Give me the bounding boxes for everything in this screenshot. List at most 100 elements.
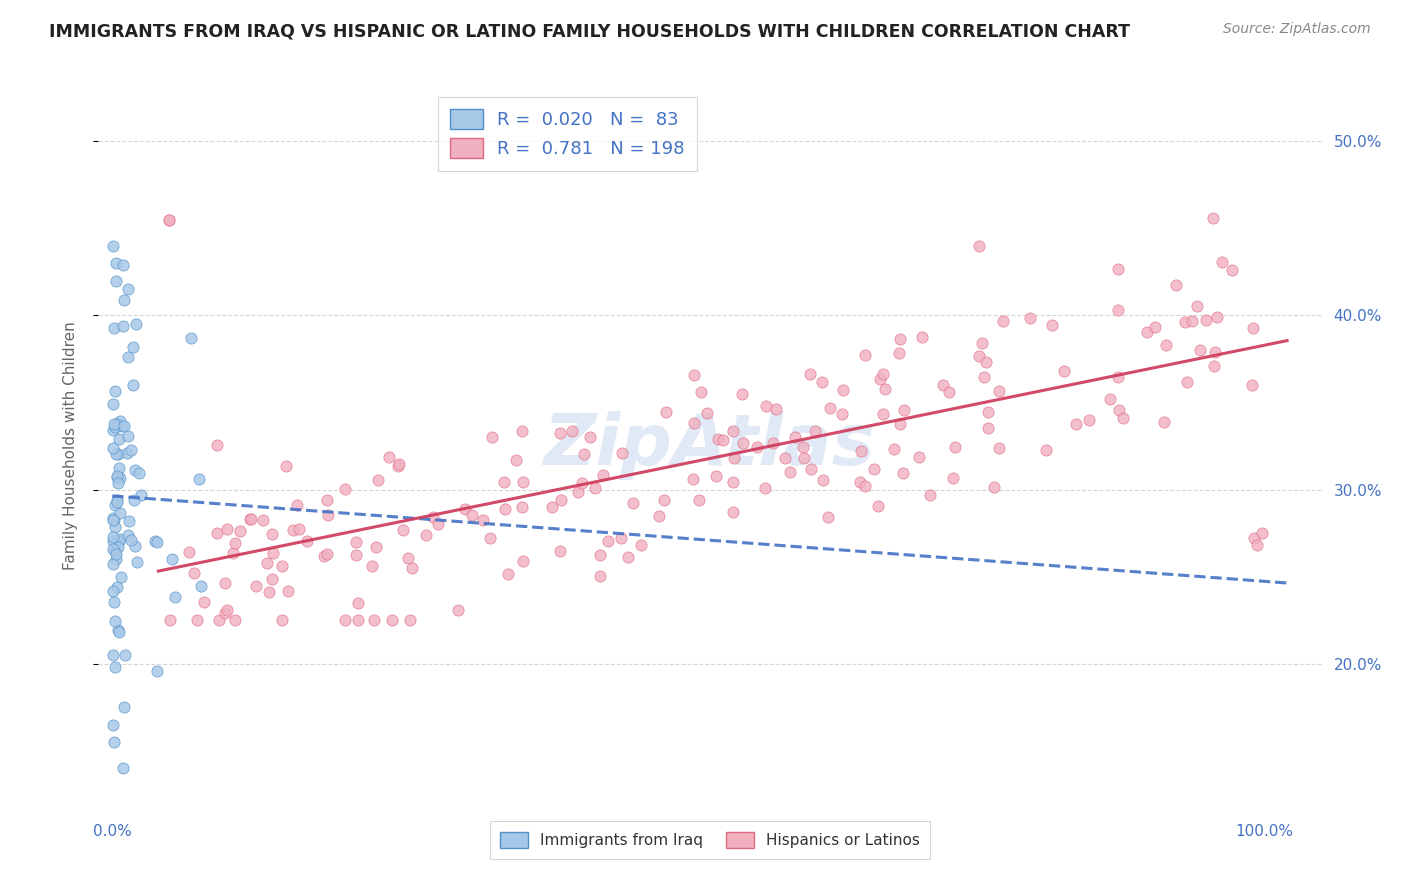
Point — [817, 510, 839, 524]
Point — [104, 520, 127, 534]
Point — [107, 476, 129, 491]
Point — [783, 430, 806, 444]
Point — [399, 613, 422, 627]
Legend: Immigrants from Iraq, Hispanics or Latinos: Immigrants from Iraq, Hispanics or Latin… — [489, 821, 931, 859]
Point — [104, 660, 127, 674]
Point — [988, 441, 1011, 455]
Point — [163, 591, 186, 605]
Point — [868, 499, 890, 513]
Point — [295, 533, 318, 548]
Point — [115, 446, 138, 460]
Point — [512, 424, 534, 438]
Point — [101, 397, 124, 411]
Point — [159, 613, 181, 627]
Point — [117, 528, 139, 542]
Point — [779, 466, 801, 480]
Point — [101, 513, 124, 527]
Point — [682, 472, 704, 486]
Point — [589, 569, 612, 583]
Point — [364, 540, 387, 554]
Point — [107, 460, 129, 475]
Point — [967, 349, 990, 363]
Point — [110, 570, 132, 584]
Point — [124, 539, 146, 553]
Point — [1153, 415, 1175, 429]
Point — [101, 648, 124, 662]
Point — [396, 551, 419, 566]
Point — [818, 401, 841, 415]
Point — [754, 481, 776, 495]
Point — [228, 524, 250, 538]
Point — [869, 372, 891, 386]
Point — [101, 542, 124, 557]
Point — [496, 567, 519, 582]
Point — [972, 336, 994, 351]
Point — [831, 407, 853, 421]
Point — [314, 549, 336, 563]
Text: IMMIGRANTS FROM IRAQ VS HISPANIC OR LATINO FAMILY HOUSEHOLDS WITH CHILDREN CORRE: IMMIGRANTS FROM IRAQ VS HISPANIC OR LATI… — [49, 22, 1130, 40]
Point — [188, 472, 211, 486]
Point — [723, 505, 745, 519]
Point — [146, 664, 169, 678]
Point — [378, 450, 401, 464]
Point — [260, 527, 283, 541]
Point — [315, 547, 337, 561]
Point — [245, 579, 267, 593]
Point — [129, 488, 152, 502]
Point — [478, 531, 501, 545]
Point — [550, 493, 572, 508]
Point — [1211, 254, 1233, 268]
Point — [118, 514, 141, 528]
Point — [262, 546, 284, 560]
Point — [610, 531, 633, 545]
Point — [943, 440, 966, 454]
Point — [832, 383, 855, 397]
Point — [571, 476, 593, 491]
Point — [1181, 314, 1204, 328]
Point — [104, 447, 127, 461]
Point — [104, 544, 127, 558]
Point — [454, 502, 477, 516]
Point — [1220, 263, 1243, 277]
Point — [1019, 311, 1042, 326]
Point — [108, 414, 131, 428]
Point — [855, 479, 877, 493]
Point — [277, 584, 299, 599]
Point — [617, 549, 640, 564]
Point — [107, 495, 129, 509]
Point — [285, 498, 308, 512]
Point — [112, 318, 135, 333]
Point — [889, 332, 911, 346]
Point — [977, 405, 1000, 419]
Point — [112, 258, 135, 272]
Point — [101, 584, 124, 599]
Point — [190, 579, 212, 593]
Point — [360, 559, 382, 574]
Point — [733, 436, 755, 450]
Point — [205, 437, 228, 451]
Point — [942, 471, 965, 485]
Point — [108, 532, 131, 546]
Point — [101, 423, 124, 437]
Point — [346, 613, 368, 627]
Text: Source: ZipAtlas.com: Source: ZipAtlas.com — [1223, 22, 1371, 37]
Point — [101, 510, 124, 524]
Point — [335, 613, 357, 627]
Point — [114, 700, 136, 714]
Point — [108, 471, 131, 485]
Point — [707, 433, 730, 447]
Point — [1241, 320, 1264, 334]
Point — [630, 538, 652, 552]
Point — [1174, 315, 1197, 329]
Point — [1206, 310, 1229, 324]
Point — [1099, 392, 1122, 406]
Point — [108, 506, 131, 520]
Point — [578, 430, 600, 444]
Point — [589, 548, 612, 562]
Point — [1202, 211, 1225, 225]
Point — [214, 606, 236, 620]
Point — [105, 492, 128, 507]
Point — [682, 368, 704, 382]
Point — [1246, 538, 1268, 552]
Point — [103, 735, 125, 749]
